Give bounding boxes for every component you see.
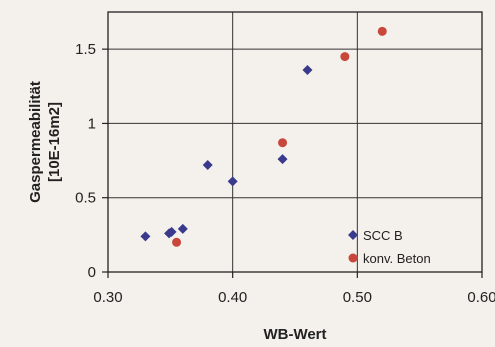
- x-tick-label: 0.40: [218, 289, 247, 306]
- y-tick-label: 0.5: [75, 190, 96, 207]
- scc-b-point: [166, 226, 177, 237]
- scc-b-point: [177, 223, 188, 234]
- axis-ticks: 0.30 0.40 0.50 0.60 0 0.5 1 1.5: [75, 41, 495, 306]
- x-tick-label: 0.60: [467, 289, 495, 306]
- x-axis-title: WB-Wert: [263, 326, 326, 343]
- legend-label: SCC B: [363, 228, 403, 243]
- x-tick-label: 0.50: [343, 289, 372, 306]
- y-axis-title-line-1: Gaspermeabilität: [27, 81, 44, 203]
- legend: SCC B konv. Beton: [348, 228, 431, 266]
- scc-b-point: [302, 64, 313, 75]
- legend-label: konv. Beton: [363, 251, 431, 266]
- konv-beton-point: [377, 26, 387, 36]
- plot-area: [107, 11, 483, 273]
- scc-b-point: [277, 154, 288, 165]
- legend-marker: [348, 253, 358, 263]
- scc-b-point: [140, 231, 151, 242]
- scc-b-point: [227, 176, 238, 187]
- y-axis-title-line-2: [10E-16m2]: [46, 102, 63, 182]
- konv-beton-point: [340, 52, 350, 62]
- y-tick-label: 0: [88, 264, 96, 281]
- konv-beton-point: [172, 237, 182, 247]
- legend-marker: [348, 230, 358, 240]
- scc-b-point: [202, 160, 213, 171]
- y-tick-label: 1.5: [75, 41, 96, 58]
- x-tick-label: 0.30: [93, 289, 122, 306]
- y-tick-label: 1: [88, 115, 96, 132]
- konv-beton-point: [278, 138, 288, 148]
- grid-lines: [108, 12, 482, 272]
- data-points: [140, 26, 387, 247]
